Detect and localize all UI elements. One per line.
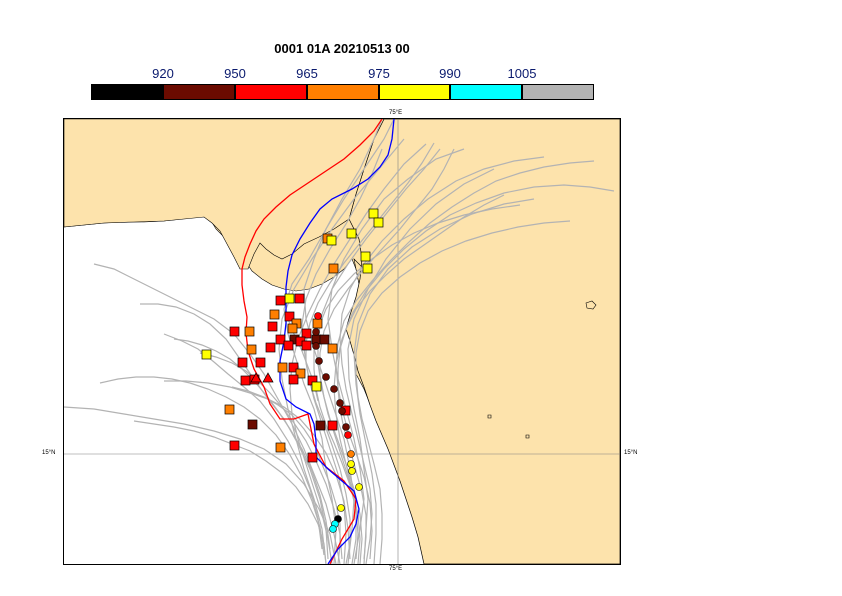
lon-label-bottom: 75°E	[389, 566, 403, 572]
island-2	[487, 414, 492, 419]
colorbar-label-1005: 1005	[507, 66, 537, 81]
colorbar-label-965: 965	[296, 66, 318, 81]
colorbar-label-990: 990	[439, 66, 461, 81]
colorbar-segment-5	[379, 84, 450, 100]
colorbar-segment-7	[522, 84, 594, 100]
colorbar-label-950: 950	[224, 66, 246, 81]
colorbar-label-975: 975	[368, 66, 390, 81]
red-track	[241, 119, 383, 564]
ensemble-markers	[201, 208, 384, 463]
map-canvas	[64, 119, 620, 564]
map-panel: 75°E 75°E 15°N 15°N	[42, 110, 637, 572]
lon-label-top: 75°E	[389, 110, 403, 116]
colorbar-segment-4	[307, 84, 379, 100]
colorbar-segment-2	[163, 84, 235, 100]
colorbar-segment-3	[235, 84, 307, 100]
blue-track	[279, 119, 395, 564]
island-1	[585, 300, 597, 310]
colorbar-segment-6	[450, 84, 522, 100]
analysis-points	[312, 312, 363, 533]
lat-label-right: 15°N	[624, 450, 638, 456]
lat-label-left: 15°N	[42, 450, 56, 456]
colorbar-label-920: 920	[152, 66, 174, 81]
chart-title: 0001 01A 20210513 00	[274, 41, 410, 56]
island-3	[525, 434, 530, 439]
colorbar-segment-1	[91, 84, 163, 100]
